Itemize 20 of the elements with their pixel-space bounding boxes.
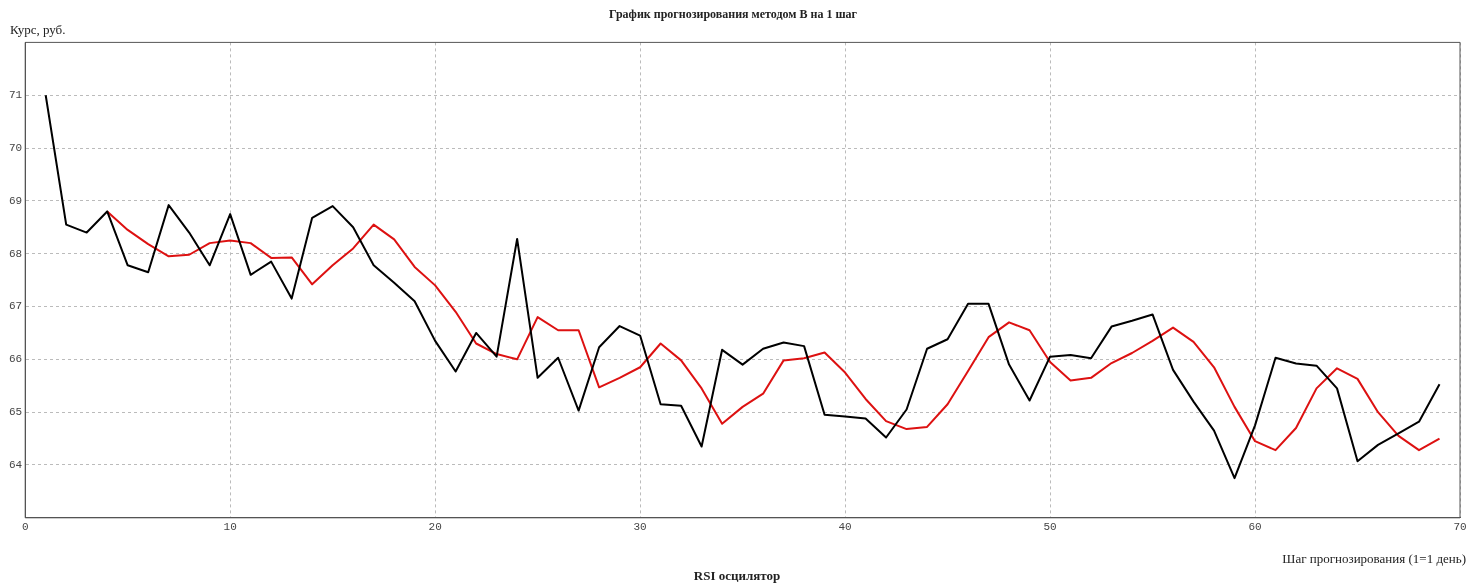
text: RSI осцилятор xyxy=(693,568,781,583)
x-tick-label: 20 xyxy=(428,521,442,534)
x-tick-label: 70 xyxy=(1453,521,1467,534)
y-tick-label: 66 xyxy=(9,353,23,366)
x-axis-title: Шаг прогнозирования (1=1 день) xyxy=(1282,551,1466,566)
x-tick-label: 60 xyxy=(1248,521,1262,534)
y-tick-label: 69 xyxy=(9,194,23,207)
y-tick-label: 71 xyxy=(9,89,23,102)
y-tick-label: 67 xyxy=(9,300,23,313)
x-tick-label: 10 xyxy=(223,521,237,534)
chart-title: График прогнозирования методом B на 1 шаг xyxy=(609,7,858,22)
y-tick-label: 68 xyxy=(9,247,23,260)
y-tick-label: 65 xyxy=(9,406,23,419)
y-tick-label: 64 xyxy=(9,458,23,471)
x-tick-label: 0 xyxy=(21,521,29,534)
x-tick-label: 50 xyxy=(1043,521,1057,534)
x-tick-label: 30 xyxy=(633,521,647,534)
y-axis-title: Курс, руб. xyxy=(10,22,66,37)
y-tick-label: 70 xyxy=(9,141,23,154)
x-tick-label: 40 xyxy=(838,521,852,534)
